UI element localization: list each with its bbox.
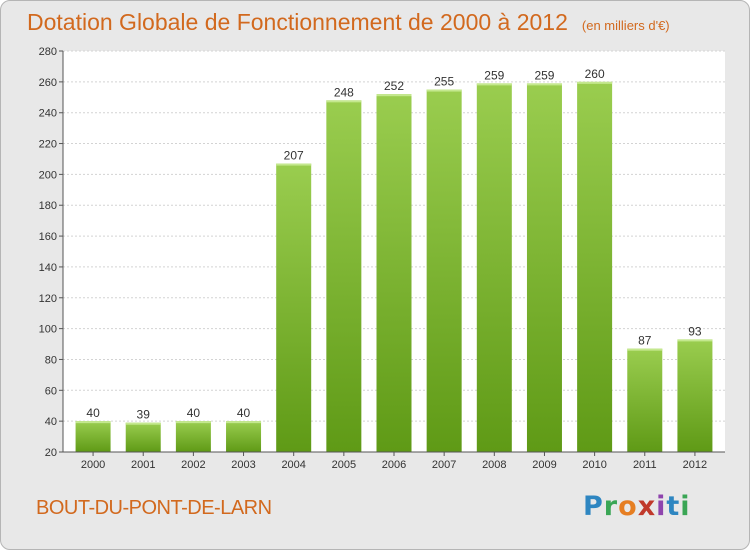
bar-highlight bbox=[627, 348, 663, 351]
y-tick-label: 200 bbox=[39, 169, 57, 181]
y-tick-label: 100 bbox=[39, 324, 57, 336]
y-tick-label: 240 bbox=[39, 108, 57, 120]
bar-2000 bbox=[75, 421, 111, 452]
bar-highlight bbox=[326, 100, 362, 103]
chart-title: Dotation Globale de Fonctionnement de 20… bbox=[27, 9, 670, 36]
bar-2003 bbox=[226, 421, 262, 452]
x-tick-label: 2011 bbox=[633, 459, 657, 471]
x-tick-label: 2002 bbox=[181, 459, 205, 471]
x-tick-label: 2000 bbox=[81, 459, 105, 471]
y-tick-label: 80 bbox=[45, 354, 57, 366]
bar-2001 bbox=[125, 422, 161, 452]
bar-2006 bbox=[376, 94, 412, 452]
x-tick-label: 2004 bbox=[281, 459, 305, 471]
bar-highlight bbox=[226, 421, 262, 424]
value-label: 40 bbox=[187, 406, 201, 420]
x-tick-label: 2003 bbox=[231, 459, 255, 471]
bar-highlight bbox=[75, 421, 111, 424]
bar-2011 bbox=[627, 348, 663, 452]
bar-highlight bbox=[426, 89, 462, 92]
bar-2010 bbox=[577, 81, 613, 452]
y-tick-label: 220 bbox=[39, 139, 57, 151]
value-label: 255 bbox=[434, 75, 454, 89]
x-tick-label: 2012 bbox=[683, 459, 707, 471]
chart-unit: (en milliers d'€) bbox=[581, 18, 670, 33]
value-label: 207 bbox=[284, 149, 304, 163]
value-label: 39 bbox=[137, 408, 151, 422]
value-label: 93 bbox=[688, 324, 702, 338]
value-label: 259 bbox=[534, 68, 554, 82]
bar-highlight bbox=[376, 94, 412, 97]
x-tick-label: 2005 bbox=[332, 459, 356, 471]
x-tick-label: 2006 bbox=[382, 459, 406, 471]
x-tick-label: 2001 bbox=[131, 459, 155, 471]
value-label: 87 bbox=[638, 334, 652, 348]
y-tick-label: 140 bbox=[39, 262, 57, 274]
y-tick-label: 160 bbox=[39, 231, 57, 243]
bar-2005 bbox=[326, 100, 362, 452]
bar-2007 bbox=[426, 89, 462, 453]
bar-2009 bbox=[526, 83, 562, 452]
proxiti-logo: Proxiti bbox=[583, 491, 691, 522]
bar-2004 bbox=[276, 163, 312, 453]
bar-highlight bbox=[175, 421, 211, 424]
value-label: 248 bbox=[334, 85, 354, 99]
value-label: 252 bbox=[384, 79, 404, 93]
y-tick-label: 180 bbox=[39, 200, 57, 212]
bar-2008 bbox=[476, 83, 512, 452]
y-tick-label: 40 bbox=[45, 416, 57, 428]
bar-highlight bbox=[476, 83, 512, 86]
bar-2012 bbox=[677, 339, 713, 452]
bar-highlight bbox=[577, 81, 613, 84]
bar-highlight bbox=[526, 83, 562, 86]
x-tick-label: 2010 bbox=[582, 459, 606, 471]
y-tick-label: 60 bbox=[45, 385, 57, 397]
bar-highlight bbox=[276, 163, 312, 166]
x-tick-label: 2009 bbox=[532, 459, 556, 471]
chart-title-text: Dotation Globale de Fonctionnement de 20… bbox=[27, 9, 568, 35]
axes: 20 40 60 80 100 120 140 160 180 200 220 240 260 280 20… bbox=[39, 46, 725, 471]
commune-name: BOUT-DU-PONT-DE-LARN bbox=[36, 497, 272, 519]
value-label: 259 bbox=[484, 68, 504, 82]
y-tick-label: 260 bbox=[39, 77, 57, 89]
bar-highlight bbox=[125, 422, 161, 425]
y-tick-label: 280 bbox=[39, 46, 57, 58]
value-label: 40 bbox=[237, 406, 251, 420]
value-label: 260 bbox=[585, 67, 605, 81]
bar-highlight bbox=[677, 339, 713, 342]
x-tick-label: 2008 bbox=[482, 459, 506, 471]
y-tick-label: 20 bbox=[45, 447, 57, 459]
x-tick-label: 2007 bbox=[432, 459, 456, 471]
bar-2002 bbox=[175, 421, 211, 452]
bars: 40 39 40 40 207 248 252 255 259 259 260 87 93 bbox=[75, 67, 713, 453]
y-tick-label: 120 bbox=[39, 293, 57, 305]
value-label: 40 bbox=[86, 406, 100, 420]
